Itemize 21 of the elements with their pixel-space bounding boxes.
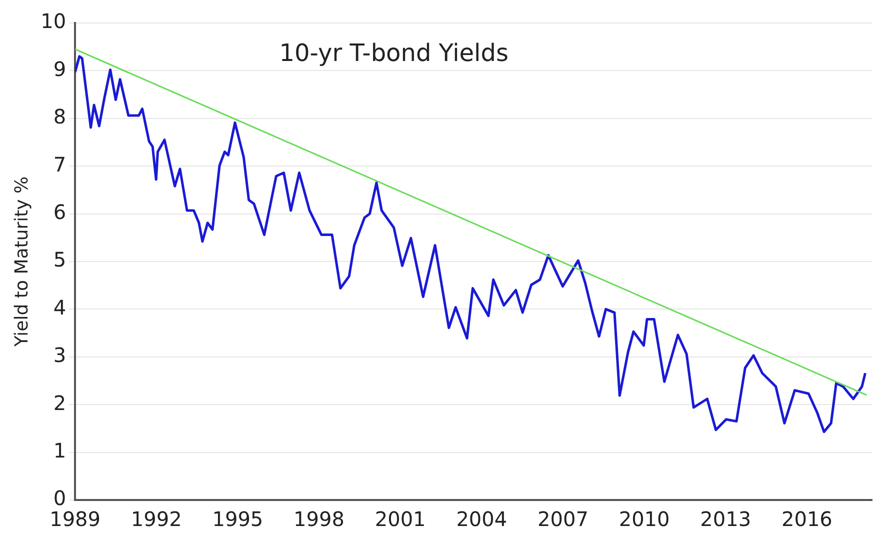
x-tick-label: 2013: [700, 507, 752, 532]
y-tick-label: 7: [53, 152, 66, 176]
x-tick-label: 1995: [212, 507, 264, 532]
text: 10-yr T-bond Yields: [279, 39, 508, 68]
x-tick-label: 2016: [781, 507, 832, 532]
y-tick-label: 3: [53, 343, 66, 368]
x-tick-label: 2007: [538, 507, 588, 532]
y-tick-label: 5: [53, 248, 66, 272]
x-tick-label: 1998: [294, 507, 344, 532]
y-tick-label: 2: [53, 390, 66, 415]
x-tick-label: 2010: [618, 507, 670, 532]
y-tick-label: 10: [40, 9, 66, 34]
y-axis-title: Yield to Maturity %: [11, 176, 32, 348]
y-tick-label: 6: [53, 200, 66, 224]
y-tick-label: 4: [53, 295, 66, 320]
x-tick-label: 1992: [130, 507, 182, 532]
x-tick-label: 2001: [374, 507, 426, 532]
x-tick-label: 2004: [456, 507, 508, 532]
y-tick-label: 9: [53, 56, 66, 81]
y-tick-label: 1: [53, 438, 66, 463]
y-tick-label: 8: [53, 104, 66, 129]
